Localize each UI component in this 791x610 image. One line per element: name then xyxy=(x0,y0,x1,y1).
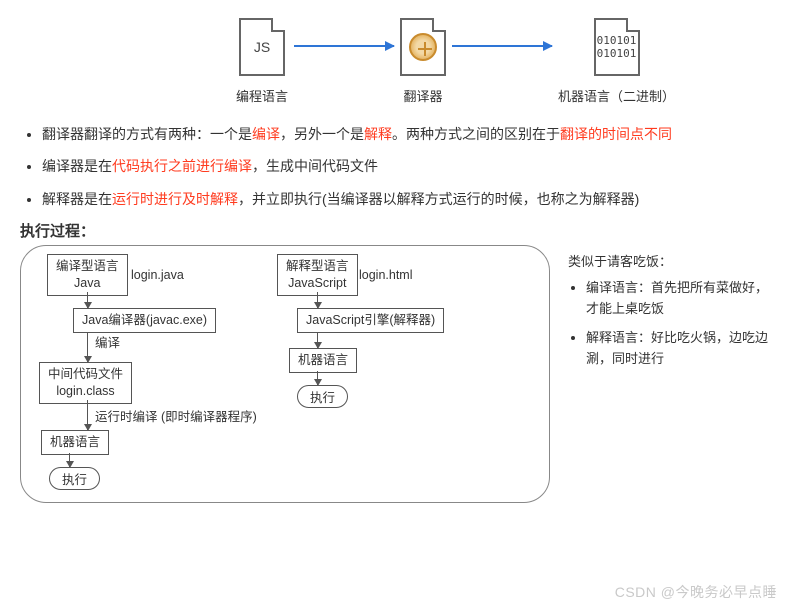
analogy-item-interpret: 解释语言：好比吃火锅，边吃边涮，同时进行 xyxy=(586,328,771,370)
caption-prog-lang: 编程语言 xyxy=(236,86,288,105)
translator-file-icon xyxy=(400,18,446,76)
gear-icon xyxy=(409,33,437,61)
node-execute-2: 执行 xyxy=(297,385,348,408)
text: 解释型语言 xyxy=(286,258,349,275)
text: ，生成中间代码文件 xyxy=(252,158,378,174)
flowchart-panel: 编译型语言 Java login.java Java编译器(javac.exe)… xyxy=(20,245,550,503)
flow-arrow-icon xyxy=(317,292,318,308)
text: ，另外一个是 xyxy=(280,126,364,142)
bullet-3: 解释器是在运行时进行及时解释，并立即执行(当编译器以解释方式运行的时候，也称之为… xyxy=(42,188,771,210)
arrow-icon xyxy=(294,45,394,47)
text: 编译型语言 xyxy=(56,258,119,275)
highlight: 运行时进行及时解释 xyxy=(112,191,238,207)
binary-line1: 010101 xyxy=(597,34,637,47)
text: 翻译器翻译的方式有两种：一个是 xyxy=(42,126,252,142)
machine-lang-col: 010101 010101 机器语言（二进制） xyxy=(558,18,675,105)
node-login-class: 中间代码文件 login.class xyxy=(39,362,132,404)
bullet-2: 编译器是在代码执行之前进行编译，生成中间代码文件 xyxy=(42,155,771,177)
analogy-list: 编译语言：首先把所有菜做好，才能上桌吃饭 解释语言：好比吃火锅，边吃边涮，同时进… xyxy=(568,278,771,369)
flow-arrow-icon xyxy=(87,400,88,430)
main-row: 编译型语言 Java login.java Java编译器(javac.exe)… xyxy=(20,245,771,503)
watermark: CSDN @今晚务必早点睡 xyxy=(615,582,777,602)
binary-line2: 010101 xyxy=(597,47,637,60)
node-execute-1: 执行 xyxy=(49,467,100,490)
top-diagram: JS 编程语言 翻译器 010101 010101 机器语言（二进制） xyxy=(140,18,771,105)
text: ，并立即执行(当编译器以解释方式运行的时候，也称之为解释器) xyxy=(238,191,639,207)
caption-translator: 翻译器 xyxy=(403,86,442,105)
text: 编译器是在 xyxy=(42,158,112,174)
label-login-html: login.html xyxy=(359,268,413,282)
flow-arrow-icon xyxy=(87,332,88,362)
analogy-panel: 类似于请客吃饭： 编译语言：首先把所有菜做好，才能上桌吃饭 解释语言：好比吃火锅… xyxy=(568,245,771,377)
js-file-label: JS xyxy=(254,39,270,55)
label-login-java: login.java xyxy=(131,268,184,282)
text: 。两种方式之间的区别在于 xyxy=(392,126,560,142)
text: 解释器是在 xyxy=(42,191,112,207)
node-machine-lang-1: 机器语言 xyxy=(41,430,109,455)
flow-arrow-icon xyxy=(317,371,318,385)
text: 中间代码文件 xyxy=(48,366,123,383)
caption-machine-lang: 机器语言（二进制） xyxy=(558,86,675,105)
node-machine-lang-2: 机器语言 xyxy=(289,348,357,373)
bullet-list: 翻译器翻译的方式有两种：一个是编译，另外一个是解释。两种方式之间的区别在于翻译的… xyxy=(20,123,771,210)
text: JavaScript xyxy=(286,275,349,292)
highlight: 编译 xyxy=(252,126,280,142)
highlight: 翻译的时间点不同 xyxy=(560,126,672,142)
node-interpreted-lang: 解释型语言 JavaScript xyxy=(277,254,358,296)
node-js-engine: JavaScript引擎(解释器) xyxy=(297,308,444,333)
analogy-item-compile: 编译语言：首先把所有菜做好，才能上桌吃饭 xyxy=(586,278,771,320)
highlight: 解释 xyxy=(364,126,392,142)
analogy-intro: 类似于请客吃饭： xyxy=(568,251,771,270)
node-javac: Java编译器(javac.exe) xyxy=(73,308,216,333)
flow-arrow-icon xyxy=(87,292,88,308)
node-compiled-lang: 编译型语言 Java xyxy=(47,254,128,296)
js-file-icon: JS xyxy=(239,18,285,76)
section-title: 执行过程： xyxy=(20,220,771,241)
binary-file-icon: 010101 010101 xyxy=(594,18,640,76)
prog-lang-col: JS 编程语言 xyxy=(236,18,288,105)
label-jit: 运行时编译 (即时编译器程序) xyxy=(95,406,257,425)
flow-arrow-icon xyxy=(317,332,318,348)
label-compile: 编译 xyxy=(95,332,120,351)
arrow-icon xyxy=(452,45,552,47)
text: Java xyxy=(56,275,119,292)
text: login.class xyxy=(48,383,123,400)
flow-arrow-icon xyxy=(69,453,70,467)
translator-col: 翻译器 xyxy=(400,18,446,105)
highlight: 代码执行之前进行编译 xyxy=(112,158,252,174)
bullet-1: 翻译器翻译的方式有两种：一个是编译，另外一个是解释。两种方式之间的区别在于翻译的… xyxy=(42,123,771,145)
